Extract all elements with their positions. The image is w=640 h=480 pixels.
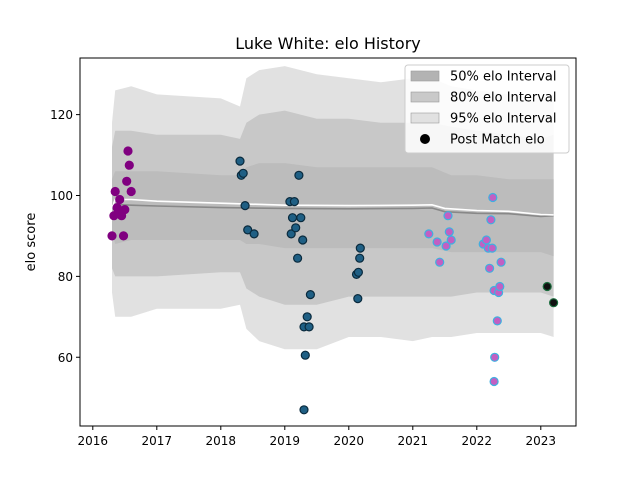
x-tick-label-2022: 2022 xyxy=(462,434,493,448)
y-tick-label-60: 60 xyxy=(58,351,73,365)
legend-label-2: 95% elo Interval xyxy=(450,112,557,127)
legend-swatch-0 xyxy=(410,70,440,82)
point-s2-8 xyxy=(481,235,491,245)
point-s1-14 xyxy=(298,235,308,245)
point-s1-9 xyxy=(289,197,299,207)
point-s1-23 xyxy=(353,267,363,277)
elo-line xyxy=(111,198,554,216)
point-s3-1 xyxy=(548,298,559,308)
y-tick-label-100: 100 xyxy=(50,189,73,203)
point-s0-9 xyxy=(122,176,132,186)
legend-swatch-1 xyxy=(410,91,440,103)
band-50-interval xyxy=(112,163,554,257)
point-s2-3 xyxy=(441,241,451,251)
point-s1-5 xyxy=(249,229,259,239)
chart-title: Luke White: elo History xyxy=(235,34,420,53)
point-s0-10 xyxy=(123,146,133,156)
point-s1-25 xyxy=(355,243,365,253)
point-s2-2 xyxy=(435,257,445,267)
point-s2-1 xyxy=(432,237,442,247)
point-s2-19 xyxy=(495,281,505,292)
point-s1-24 xyxy=(355,253,365,263)
point-s1-19 xyxy=(304,322,314,332)
point-s0-12 xyxy=(126,186,136,197)
x-tick-label-2018: 2018 xyxy=(206,434,237,448)
legend-box xyxy=(404,64,570,154)
legend-swatch-2 xyxy=(410,112,440,124)
x-tick-label-2023: 2023 xyxy=(526,434,557,448)
point-s0-11 xyxy=(124,160,134,170)
point-s0-0 xyxy=(107,231,117,241)
point-s2-13 xyxy=(488,192,498,203)
legend-label-1: 80% elo Interval xyxy=(450,91,557,106)
x-tick-label-2021: 2021 xyxy=(398,434,429,448)
x-axis: 2016 2017 2018 2019 2020 2021 2022 2023 xyxy=(78,426,557,448)
point-s1-10 xyxy=(291,223,301,233)
y-tick-label-120: 120 xyxy=(50,108,73,122)
point-s2-16 xyxy=(489,376,499,387)
point-s2-17 xyxy=(492,316,502,326)
axes-frame xyxy=(79,57,577,427)
point-s1-18 xyxy=(302,312,312,322)
mean-elo-line xyxy=(112,203,554,218)
legend-label-0: 50% elo Interval xyxy=(450,70,557,85)
point-s2-6 xyxy=(446,235,456,245)
point-s2-12 xyxy=(487,243,497,253)
point-s1-3 xyxy=(240,201,250,211)
point-s1-16 xyxy=(300,350,310,360)
point-s3-0 xyxy=(542,281,552,292)
x-tick-label-2020: 2020 xyxy=(334,434,365,448)
point-s1-11 xyxy=(293,253,303,263)
point-s1-12 xyxy=(294,170,304,180)
x-tick-label-2016: 2016 xyxy=(78,434,109,448)
y-axis-label: elo score xyxy=(24,213,39,272)
point-s2-11 xyxy=(486,215,496,225)
legend-label-3: Post Match elo xyxy=(450,133,545,148)
point-s2-20 xyxy=(496,257,506,267)
x-tick-label-2019: 2019 xyxy=(270,434,301,448)
point-s0-5 xyxy=(115,194,125,205)
point-s1-7 xyxy=(286,229,296,239)
point-s1-0 xyxy=(235,156,245,166)
legend-marker-3 xyxy=(420,134,430,144)
point-s2-10 xyxy=(485,263,495,273)
point-s1-20 xyxy=(305,290,315,300)
point-s1-2 xyxy=(238,168,248,178)
y-tick-label-80: 80 xyxy=(58,270,73,284)
x-tick-label-2017: 2017 xyxy=(142,434,173,448)
point-s2-4 xyxy=(443,211,453,221)
point-s1-22 xyxy=(353,294,363,304)
legend: 50% elo Interval 80% elo Interval 95% elo … xyxy=(404,64,570,154)
point-s1-13 xyxy=(296,213,306,223)
point-s2-5 xyxy=(444,227,454,237)
point-s1-4 xyxy=(243,225,253,235)
point-s2-0 xyxy=(424,229,434,239)
point-s2-15 xyxy=(490,352,500,362)
point-s0-7 xyxy=(118,231,129,241)
point-s0-8 xyxy=(120,205,130,215)
point-s1-8 xyxy=(287,213,298,223)
y-axis: 60 80 100 120 xyxy=(50,108,80,365)
point-s0-2 xyxy=(110,186,120,197)
point-s1-17 xyxy=(299,405,309,415)
